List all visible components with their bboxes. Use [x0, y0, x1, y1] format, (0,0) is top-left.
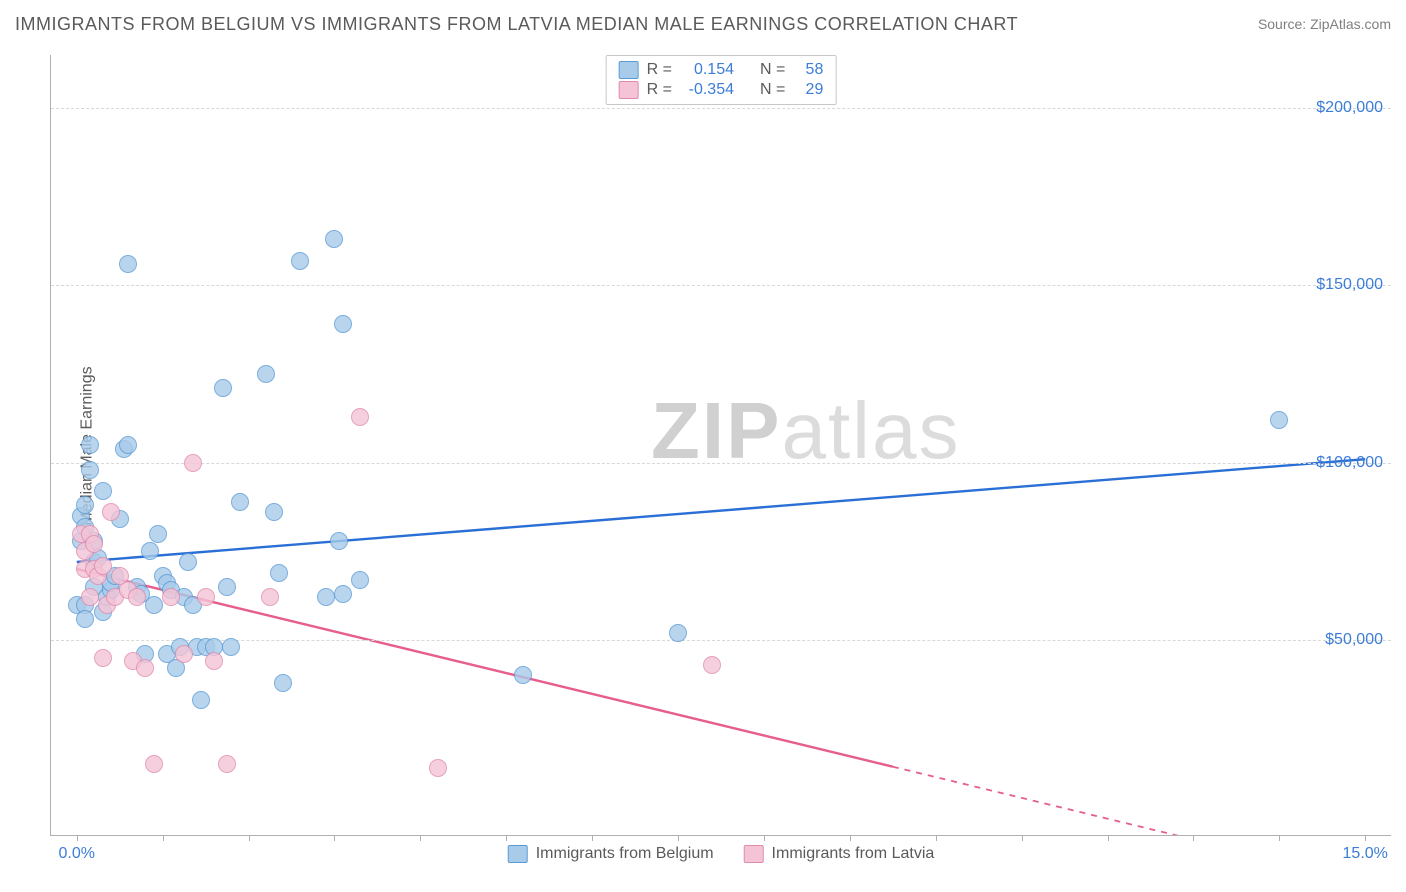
x-tick [163, 835, 164, 841]
scatter-point [334, 315, 352, 333]
scatter-point [231, 493, 249, 511]
n-value: 29 [793, 81, 823, 99]
scatter-point [179, 553, 197, 571]
x-tick [764, 835, 765, 841]
chart-title: IMMIGRANTS FROM BELGIUM VS IMMIGRANTS FR… [15, 14, 1018, 34]
scatter-point [317, 588, 335, 606]
scatter-point [703, 656, 721, 674]
y-tick-label: $200,000 [1316, 99, 1383, 117]
scatter-point [81, 436, 99, 454]
x-tick [678, 835, 679, 841]
x-tick [1108, 835, 1109, 841]
scatter-point [1270, 411, 1288, 429]
scatter-point [94, 649, 112, 667]
scatter-point [351, 408, 369, 426]
source-label: Source: ZipAtlas.com [1258, 16, 1391, 32]
legend-item: Immigrants from Latvia [744, 845, 935, 863]
scatter-point [128, 588, 146, 606]
scatter-point [85, 535, 103, 553]
scatter-point [265, 503, 283, 521]
scatter-point [257, 365, 275, 383]
scatter-point [184, 454, 202, 472]
scatter-point [214, 379, 232, 397]
scatter-point [162, 588, 180, 606]
gridline [51, 640, 1391, 641]
gridline [51, 108, 1391, 109]
scatter-point [334, 585, 352, 603]
n-label: N = [760, 61, 785, 79]
x-tick [1279, 835, 1280, 841]
legend-label: Immigrants from Latvia [772, 845, 935, 863]
y-tick-label: $100,000 [1316, 454, 1383, 472]
scatter-point [429, 759, 447, 777]
scatter-point [136, 659, 154, 677]
legend-swatch [619, 81, 639, 99]
r-label: R = [647, 81, 672, 99]
scatter-point [76, 610, 94, 628]
scatter-point [514, 666, 532, 684]
n-label: N = [760, 81, 785, 99]
x-tick [506, 835, 507, 841]
x-tick-label: 15.0% [1343, 845, 1388, 863]
series-legend: Immigrants from Belgium Immigrants from L… [508, 845, 935, 863]
scatter-point [351, 571, 369, 589]
x-tick-label: 0.0% [59, 845, 95, 863]
scatter-point [270, 564, 288, 582]
x-tick [77, 835, 78, 841]
legend-swatch [508, 845, 528, 863]
x-tick [1365, 835, 1366, 841]
legend-row: R = -0.354 N = 29 [619, 80, 824, 100]
trend-lines [51, 55, 1391, 835]
scatter-point [291, 252, 309, 270]
scatter-point [325, 230, 343, 248]
x-tick [249, 835, 250, 841]
legend-label: Immigrants from Belgium [536, 845, 714, 863]
scatter-point [81, 461, 99, 479]
scatter-point [274, 674, 292, 692]
scatter-point [218, 755, 236, 773]
legend-item: Immigrants from Belgium [508, 845, 714, 863]
scatter-point [175, 645, 193, 663]
x-tick [420, 835, 421, 841]
correlation-legend: R = 0.154 N = 58 R = -0.354 N = 29 [606, 55, 837, 105]
scatter-point [222, 638, 240, 656]
r-label: R = [647, 61, 672, 79]
scatter-point [81, 588, 99, 606]
scatter-point [102, 503, 120, 521]
x-tick [1193, 835, 1194, 841]
gridline [51, 285, 1391, 286]
x-tick [1022, 835, 1023, 841]
scatter-point [330, 532, 348, 550]
scatter-point [261, 588, 279, 606]
scatter-point [192, 691, 210, 709]
scatter-point [119, 255, 137, 273]
scatter-chart: ZIPatlas R =0.154N =58R =-0.354N =29 Imm… [50, 55, 1391, 836]
gridline [51, 463, 1391, 464]
scatter-point [94, 482, 112, 500]
x-tick [936, 835, 937, 841]
r-value: 0.154 [680, 61, 734, 79]
scatter-point [94, 557, 112, 575]
legend-row: R = 0.154 N = 58 [619, 60, 824, 80]
legend-swatch [744, 845, 764, 863]
scatter-point [218, 578, 236, 596]
scatter-point [119, 436, 137, 454]
scatter-point [197, 588, 215, 606]
scatter-point [76, 496, 94, 514]
y-tick-label: $50,000 [1325, 631, 1383, 649]
x-tick [592, 835, 593, 841]
scatter-point [141, 542, 159, 560]
scatter-point [149, 525, 167, 543]
x-tick [850, 835, 851, 841]
r-value: -0.354 [680, 81, 734, 99]
y-tick-label: $150,000 [1316, 276, 1383, 294]
n-value: 58 [793, 61, 823, 79]
scatter-point [145, 596, 163, 614]
scatter-point [205, 652, 223, 670]
scatter-point [145, 755, 163, 773]
x-tick [334, 835, 335, 841]
legend-swatch [619, 61, 639, 79]
scatter-point [669, 624, 687, 642]
